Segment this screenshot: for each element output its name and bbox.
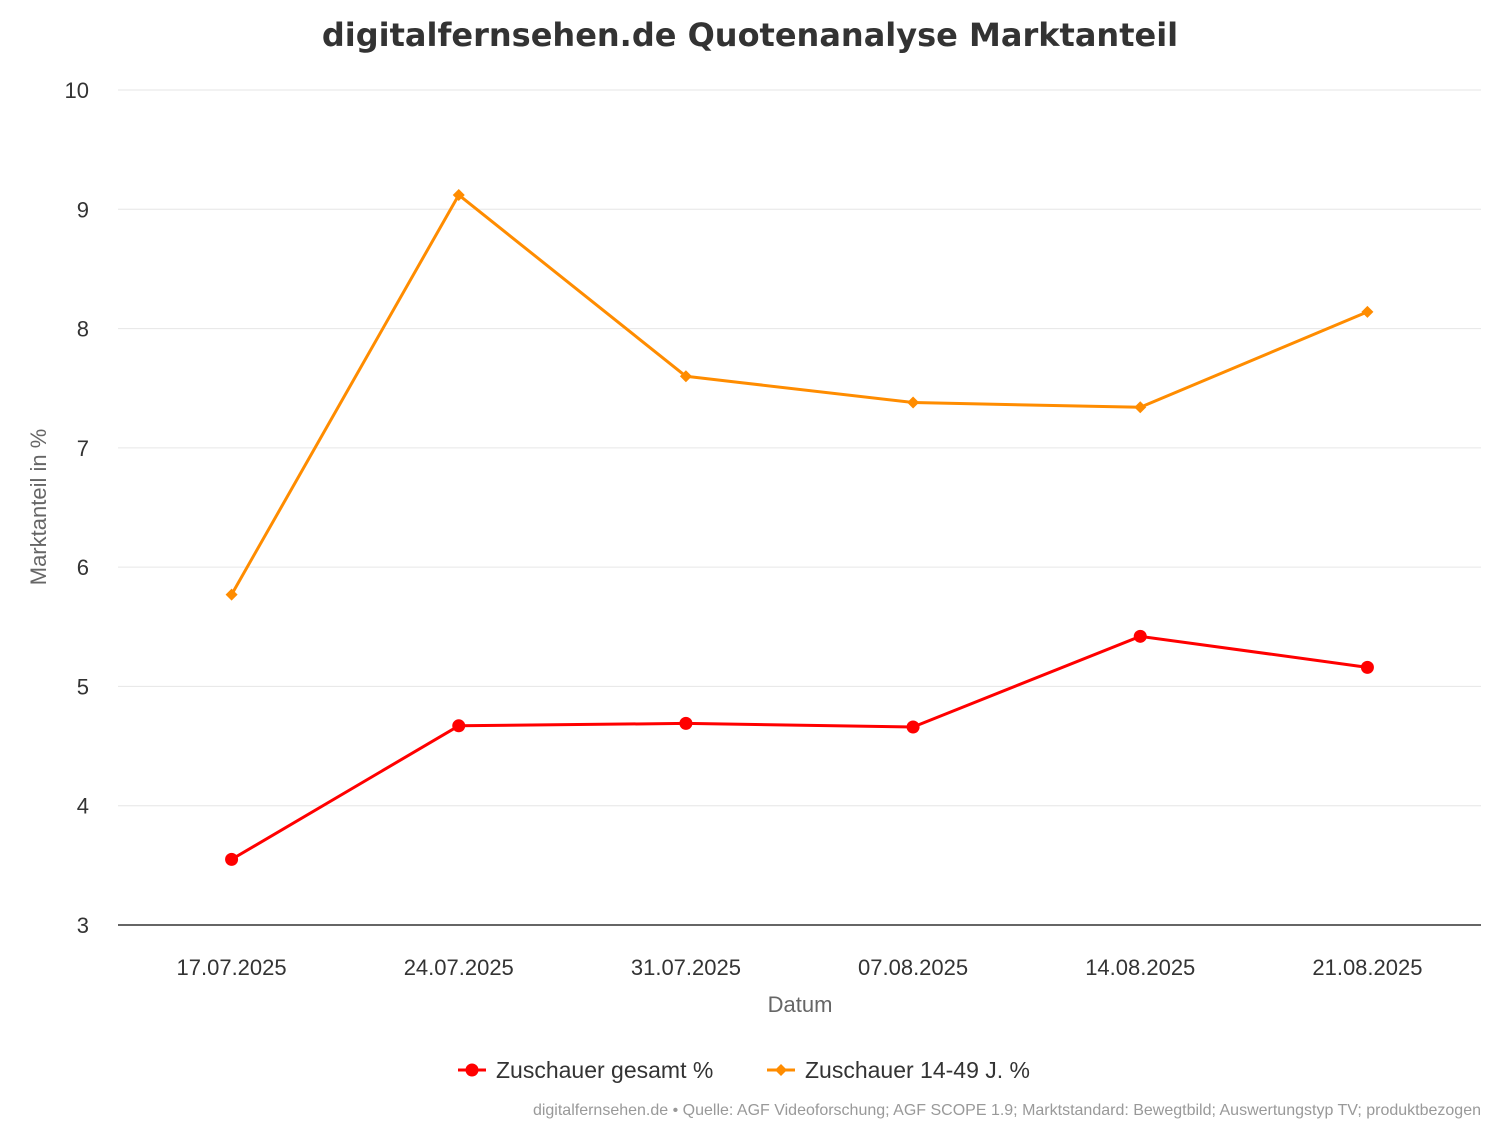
series-2 [225, 188, 1374, 601]
y-tick-label: 8 [77, 317, 89, 342]
y-tick-label: 4 [77, 794, 89, 819]
x-tick-label: 14.08.2025 [1085, 955, 1195, 980]
data-point[interactable] [907, 396, 920, 409]
y-tick-label: 5 [77, 674, 89, 699]
x-tick-label: 31.07.2025 [631, 955, 741, 980]
legend-item-1[interactable]: Zuschauer gesamt % [458, 1057, 713, 1083]
x-tick-label: 21.08.2025 [1312, 955, 1422, 980]
data-point[interactable] [679, 370, 692, 383]
x-tick-label: 17.07.2025 [177, 955, 287, 980]
y-tick-label: 6 [77, 555, 89, 580]
x-axis-label: Datum [768, 992, 833, 1017]
data-point[interactable] [1134, 401, 1147, 414]
data-point[interactable] [225, 852, 239, 866]
legend[interactable]: Zuschauer gesamt % Zuschauer 14-49 J. % [458, 1057, 1030, 1083]
y-tick-label: 7 [77, 436, 89, 461]
y-tick-label: 9 [77, 197, 89, 222]
y-tick-label: 10 [65, 78, 89, 103]
legend-marker[interactable] [465, 1063, 479, 1077]
y-tick-label: 3 [77, 913, 89, 938]
chart-title: digitalfernsehen.de Quotenanalyse Markta… [322, 16, 1178, 54]
data-point[interactable] [906, 720, 920, 734]
data-point[interactable] [452, 719, 466, 733]
y-axis-label: Marktanteil in % [26, 429, 51, 586]
legend-label: Zuschauer 14-49 J. % [805, 1057, 1030, 1083]
data-point[interactable] [1361, 305, 1374, 318]
legend-marker[interactable] [775, 1064, 787, 1076]
gridlines [118, 89, 1481, 807]
data-point[interactable] [225, 588, 238, 601]
credits-text[interactable]: digitalfernsehen.de • Quelle: AGF Videof… [533, 1102, 1481, 1119]
data-point[interactable] [1360, 660, 1374, 674]
x-tick-label: 07.08.2025 [858, 955, 968, 980]
legend-label: Zuschauer gesamt % [496, 1057, 713, 1083]
series-layer [225, 188, 1374, 866]
data-point[interactable] [1133, 629, 1147, 643]
x-tick-label: 24.07.2025 [404, 955, 514, 980]
series-line[interactable] [230, 634, 1369, 861]
y-axis-ticks: 3 4 5 6 7 8 9 10 [65, 78, 89, 938]
data-point[interactable] [679, 716, 693, 730]
data-point[interactable] [452, 188, 465, 201]
legend-item-2[interactable]: Zuschauer 14-49 J. % [767, 1057, 1030, 1083]
x-axis-ticks: 17.07.2025 24.07.2025 31.07.2025 07.08.2025… [177, 955, 1423, 980]
series-1 [225, 629, 1374, 866]
series-line[interactable] [230, 193, 1369, 597]
